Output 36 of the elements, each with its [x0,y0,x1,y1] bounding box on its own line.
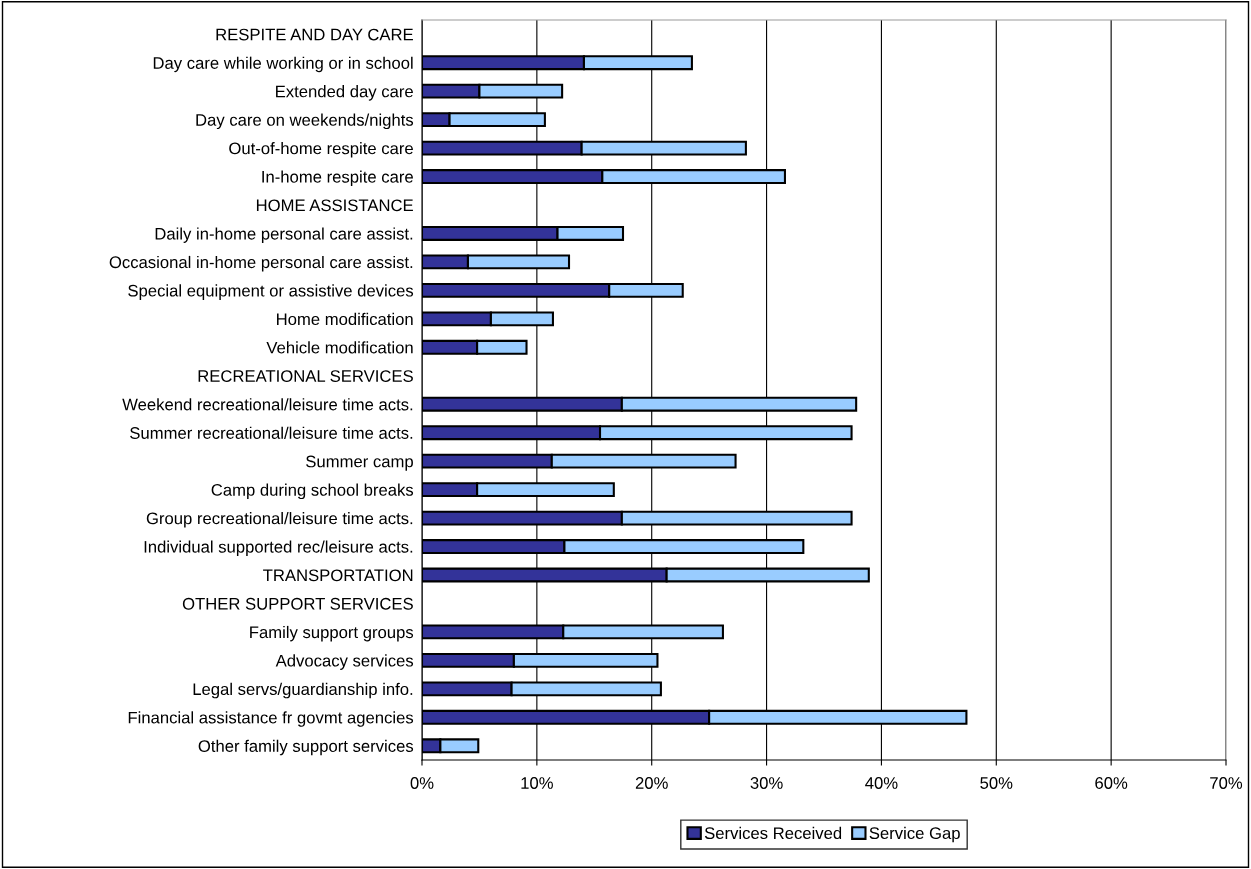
y-tick-label: Individual supported rec/leisure acts. [144,540,413,557]
x-tick-label: 60% [1095,777,1128,789]
y-tick-label: Family support groups [250,625,414,642]
y-tick-label: HOME ASSISTANCE [256,199,413,212]
y-tick-label: Advocacy services [275,654,414,670]
y-tick-label: Extended day care [276,85,413,101]
y-tick-label: Special equipment or assistive devices [128,284,414,300]
x-tick-label: 70% [1210,777,1243,789]
y-tick-label: In-home respite care [262,170,413,187]
y-tick-label: Group recreational/leisure time acts. [146,512,413,528]
y-tick-label: Other family support services [198,739,414,756]
y-tick-label: OTHER SUPPORT SERVICES [182,597,413,610]
y-tick-label: Financial assistance fr govmt agencies [128,711,414,727]
y-tick-label: Daily in-home personal care assist. [155,227,413,243]
y-tick-label: RECREATIONAL SERVICES [198,370,413,382]
x-tick-label: 0% [410,777,434,789]
y-tick-label: Home modification [277,312,413,326]
x-tick-label: 50% [980,777,1013,789]
y-tick-label: Summer recreational/leisure time acts. [130,426,413,439]
y-tick-label: Weekend recreational/leisure time acts. [122,398,413,411]
y-tick-label: Day care on weekends/nights [196,113,414,130]
y-tick-label: Vehicle modification [266,341,413,354]
legend-label: Services Received [704,826,842,840]
x-tick-label: 20% [635,777,668,789]
y-tick-label: Occasional in-home personal care assist. [109,255,413,272]
x-tick-label: 10% [521,777,553,789]
y-tick-label: Day care while working or in school [153,56,413,73]
x-tick-label: 30% [750,777,783,789]
y-tick-label: Legal servs/guardianship info. [193,682,413,699]
y-tick-label: RESPITE AND DAY CARE [216,28,413,41]
x-tick-label: 40% [865,777,898,789]
y-tick-label: Camp during school breaks [211,483,414,500]
y-tick-label: Out-of-home respite care [229,142,413,158]
y-tick-label: TRANSPORTATION [263,569,413,582]
legend-label: Service Gap [869,826,960,843]
y-tick-label: Summer camp [306,455,413,471]
